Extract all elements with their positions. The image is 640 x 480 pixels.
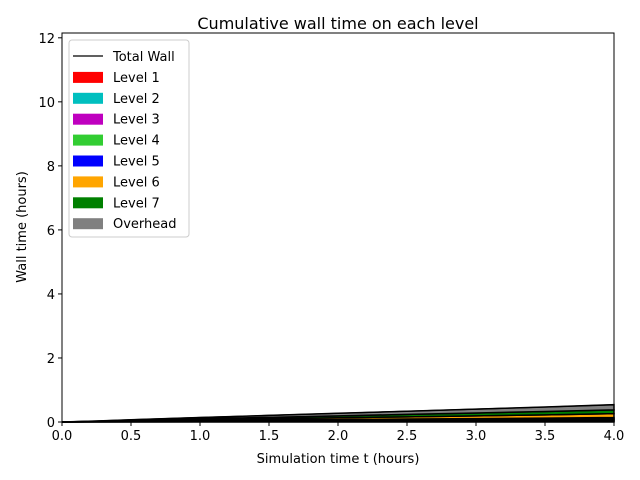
legend-label-level-1: Level 1 (113, 71, 160, 86)
x-tick-label: 1.5 (259, 429, 280, 444)
y-axis: 0 2 4 6 8 10 12 (38, 32, 62, 431)
legend-swatch-overhead (73, 218, 103, 230)
y-axis-label: Wall time (hours) (15, 171, 30, 283)
y-tick-label: 10 (38, 96, 55, 111)
x-tick-label: 0.5 (121, 429, 142, 444)
y-tick-label: 2 (47, 352, 55, 367)
total-wall-line (61, 404, 615, 423)
x-tick-label: 3.5 (535, 429, 556, 444)
x-tick-label: 2.0 (328, 429, 349, 444)
legend-swatch-level-4 (73, 134, 103, 146)
x-tick-label: 2.5 (397, 429, 418, 444)
x-axis-label: Simulation time t (hours) (257, 452, 420, 467)
legend-swatch-level-5 (73, 155, 103, 167)
legend-swatch-level-2 (73, 92, 103, 104)
y-tick-label: 8 (47, 160, 55, 175)
legend-label-level-4: Level 4 (113, 134, 160, 149)
legend-label-overhead: Overhead (113, 217, 177, 232)
x-tick-label: 1.0 (190, 429, 211, 444)
legend-label-level-5: Level 5 (113, 155, 160, 170)
legend-label-level-6: Level 6 (113, 175, 160, 190)
legend-label-level-2: Level 2 (113, 92, 160, 107)
legend-label-level-3: Level 3 (113, 113, 160, 128)
total-line-group (61, 404, 615, 423)
chart-title: Cumulative wall time on each level (197, 14, 478, 33)
legend-items: Total Wall Level 1 Level 2 Level 3 Level 4 Le… (73, 50, 177, 232)
legend-label-total-wall: Total Wall (112, 50, 175, 65)
x-axis: 0.0 0.5 1.0 1.5 2.0 2.5 3.0 3.5 4.0 (52, 422, 625, 444)
legend-box (68, 39, 190, 238)
y-tick-label: 0 (47, 416, 55, 431)
y-tick-label: 12 (38, 32, 55, 47)
legend-swatch-level-6 (73, 176, 103, 188)
legend-swatch-level-3 (73, 113, 103, 125)
legend: Total Wall Level 1 Level 2 Level 3 Level 4 Le… (68, 39, 190, 238)
x-tick-label: 4.0 (604, 429, 625, 444)
legend-swatch-level-1 (73, 71, 103, 83)
y-tick-label: 4 (47, 288, 55, 303)
y-tick-label: 6 (47, 224, 55, 239)
x-tick-label: 3.0 (466, 429, 487, 444)
x-tick-label: 0.0 (52, 429, 73, 444)
legend-swatch-level-7 (73, 197, 103, 209)
legend-label-level-7: Level 7 (113, 196, 160, 211)
